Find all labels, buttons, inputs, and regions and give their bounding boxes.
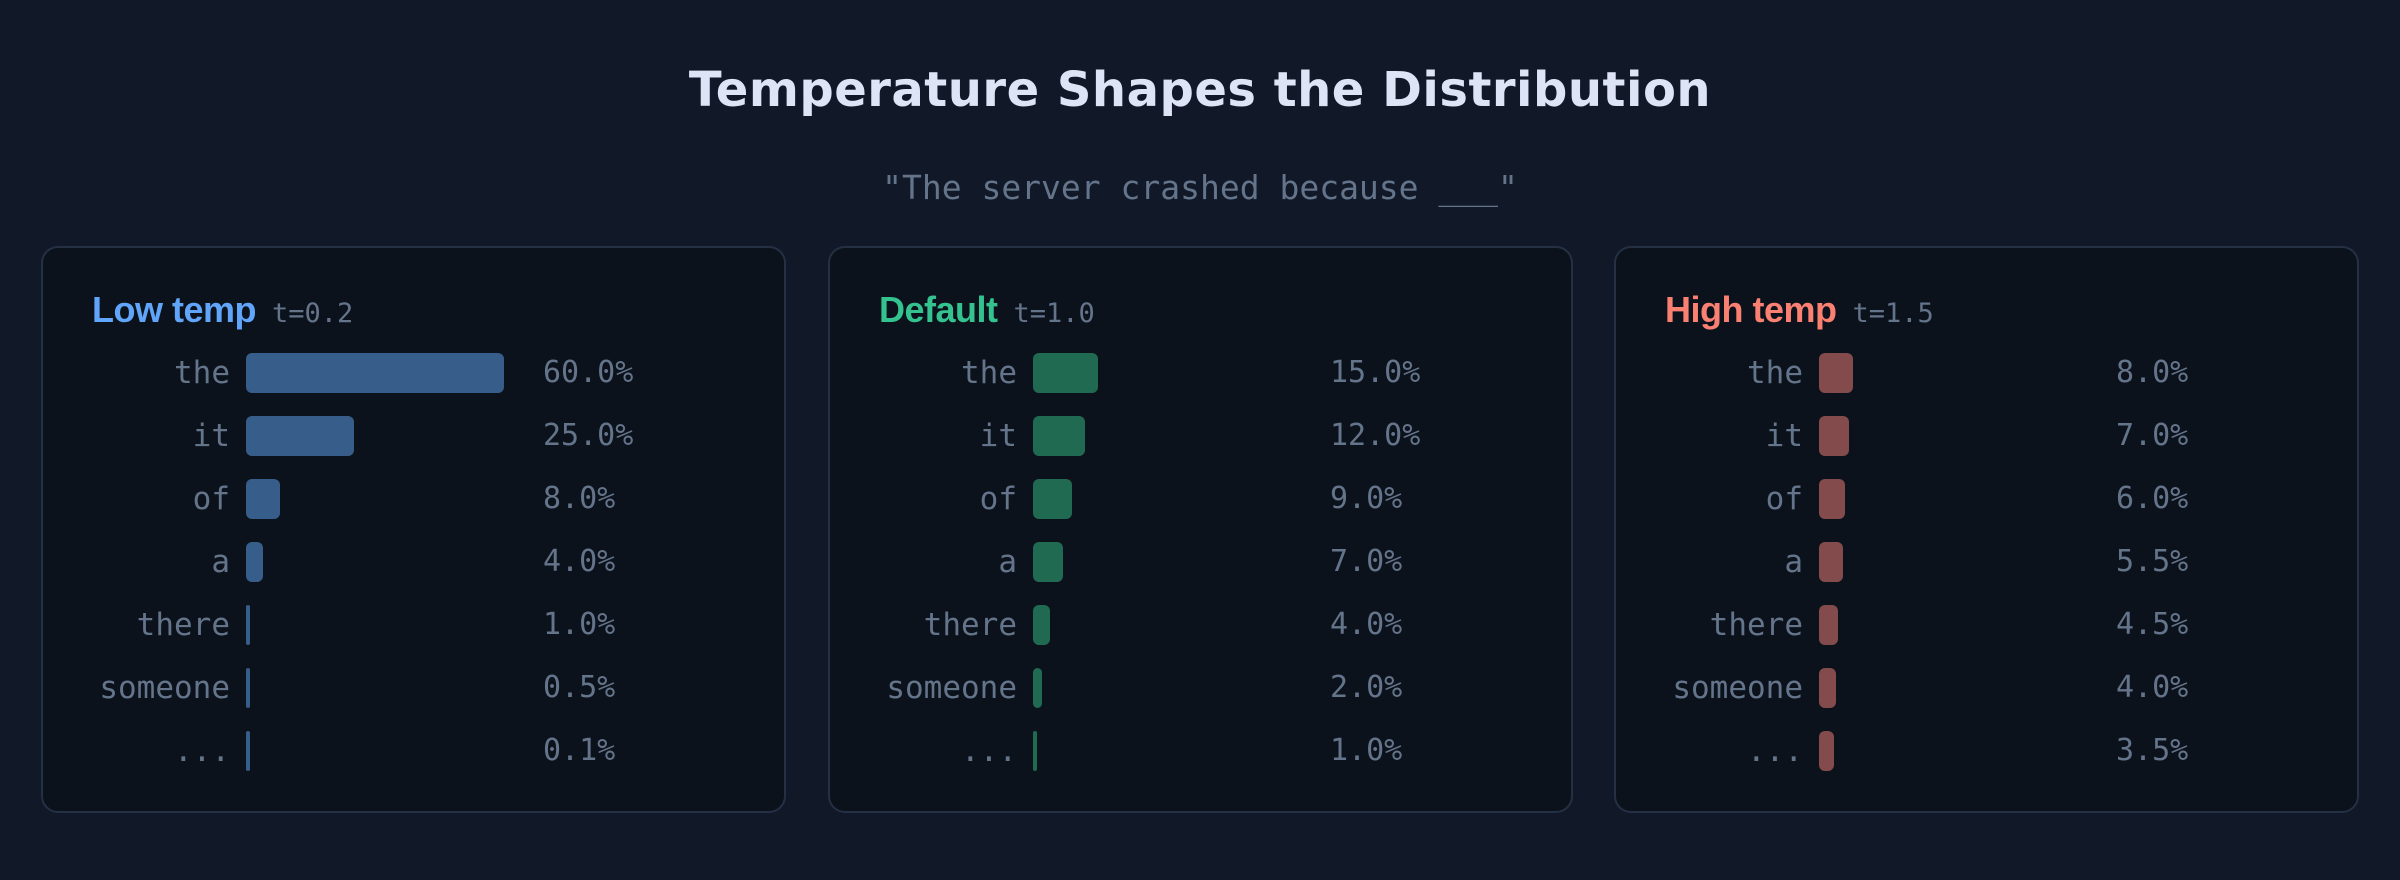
bar-row: ... 0.1% <box>43 731 784 771</box>
probability-bar <box>246 416 354 456</box>
token-label: of <box>979 481 1017 517</box>
probability-value: 1.0% <box>543 607 616 642</box>
probability-value: 5.5% <box>2116 544 2189 579</box>
panel-title: High temp <box>1665 289 1837 330</box>
bar-row: it 25.0% <box>43 416 784 456</box>
token-label: ... <box>1747 733 1803 769</box>
probability-value: 4.0% <box>543 544 616 579</box>
probability-value: 60.0% <box>543 355 634 390</box>
bar-row: ... 1.0% <box>830 731 1571 771</box>
bar-row: a 4.0% <box>43 542 784 582</box>
token-label: the <box>1747 355 1803 391</box>
bar-row: someone 0.5% <box>43 668 784 708</box>
probability-bar <box>246 479 281 519</box>
probability-bar <box>1819 353 1854 393</box>
token-label: ... <box>961 733 1017 769</box>
page-title: Temperature Shapes the Distribution <box>688 62 1712 118</box>
token-label: there <box>923 607 1017 643</box>
token-label: someone <box>99 670 230 706</box>
probability-value: 7.0% <box>2116 418 2189 453</box>
probability-bar <box>1033 542 1064 582</box>
token-label: the <box>174 355 230 391</box>
bar-row: there 1.0% <box>43 605 784 645</box>
probability-bar <box>1819 605 1839 645</box>
token-label: it <box>1765 418 1803 454</box>
probability-bar <box>1033 605 1051 645</box>
panel-header: High temp t=1.5 <box>1665 292 1934 328</box>
probability-bar <box>246 731 250 771</box>
probability-bar <box>1033 479 1072 519</box>
probability-value: 0.5% <box>543 670 616 705</box>
probability-value: 7.0% <box>1330 544 1403 579</box>
bar-row: of 6.0% <box>1616 479 2357 519</box>
probability-value: 0.1% <box>543 733 616 768</box>
token-label: there <box>1709 607 1803 643</box>
prompt-text: "The server crashed because ___" <box>882 168 1518 207</box>
probability-value: 9.0% <box>1330 481 1403 516</box>
probability-value: 25.0% <box>543 418 634 453</box>
token-label: there <box>136 607 230 643</box>
panel-header: Low temp t=0.2 <box>92 292 353 328</box>
bar-row: a 7.0% <box>830 542 1571 582</box>
token-label: someone <box>1672 670 1803 706</box>
bar-row: of 8.0% <box>43 479 784 519</box>
probability-bar <box>1819 668 1837 708</box>
token-label: of <box>192 481 230 517</box>
temperature-label: t=1.5 <box>1852 298 1934 329</box>
panel-default: Default t=1.0 the 15.0% it 12.0% of 9.0%… <box>828 246 1573 813</box>
bar-row: of 9.0% <box>830 479 1571 519</box>
panel-title: Low temp <box>92 289 257 330</box>
bar-row: the 8.0% <box>1616 353 2357 393</box>
probability-bar <box>1033 731 1038 771</box>
token-label: the <box>961 355 1017 391</box>
probability-bar <box>246 605 251 645</box>
panel-header: Default t=1.0 <box>879 292 1095 328</box>
probability-bar <box>246 542 264 582</box>
token-label: it <box>979 418 1017 454</box>
panel-high-temp: High temp t=1.5 the 8.0% it 7.0% of 6.0%… <box>1614 246 2359 813</box>
probability-bar <box>246 668 250 708</box>
probability-bar <box>1033 353 1098 393</box>
token-label: someone <box>886 670 1017 706</box>
token-label: ... <box>174 733 230 769</box>
probability-value: 15.0% <box>1330 355 1421 390</box>
token-label: a <box>998 544 1017 580</box>
token-label: of <box>1765 481 1803 517</box>
probability-bar <box>1033 416 1085 456</box>
probability-value: 2.0% <box>1330 670 1403 705</box>
probability-value: 6.0% <box>2116 481 2189 516</box>
token-label: a <box>1784 544 1803 580</box>
token-label: a <box>211 544 230 580</box>
probability-value: 3.5% <box>2116 733 2189 768</box>
probability-value: 4.5% <box>2116 607 2189 642</box>
probability-bar <box>246 353 504 393</box>
probability-bar <box>1819 479 1845 519</box>
bar-row: the 15.0% <box>830 353 1571 393</box>
panel-title: Default <box>879 289 998 330</box>
panel-low-temp: Low temp t=0.2 the 60.0% it 25.0% of 8.0… <box>41 246 786 813</box>
probability-bar <box>1819 731 1835 771</box>
probability-value: 1.0% <box>1330 733 1403 768</box>
probability-value: 8.0% <box>2116 355 2189 390</box>
bar-row: someone 2.0% <box>830 668 1571 708</box>
token-label: it <box>192 418 230 454</box>
probability-bar <box>1819 542 1843 582</box>
bar-row: it 7.0% <box>1616 416 2357 456</box>
bar-row: there 4.0% <box>830 605 1571 645</box>
bar-row: it 12.0% <box>830 416 1571 456</box>
probability-value: 4.0% <box>1330 607 1403 642</box>
probability-value: 8.0% <box>543 481 616 516</box>
probability-value: 12.0% <box>1330 418 1421 453</box>
bar-row: ... 3.5% <box>1616 731 2357 771</box>
temperature-label: t=1.0 <box>1013 298 1095 329</box>
bar-row: the 60.0% <box>43 353 784 393</box>
bar-row: there 4.5% <box>1616 605 2357 645</box>
bar-row: someone 4.0% <box>1616 668 2357 708</box>
probability-bar <box>1033 668 1042 708</box>
probability-value: 4.0% <box>2116 670 2189 705</box>
bar-row: a 5.5% <box>1616 542 2357 582</box>
probability-bar <box>1819 416 1850 456</box>
temperature-label: t=0.2 <box>272 298 354 329</box>
